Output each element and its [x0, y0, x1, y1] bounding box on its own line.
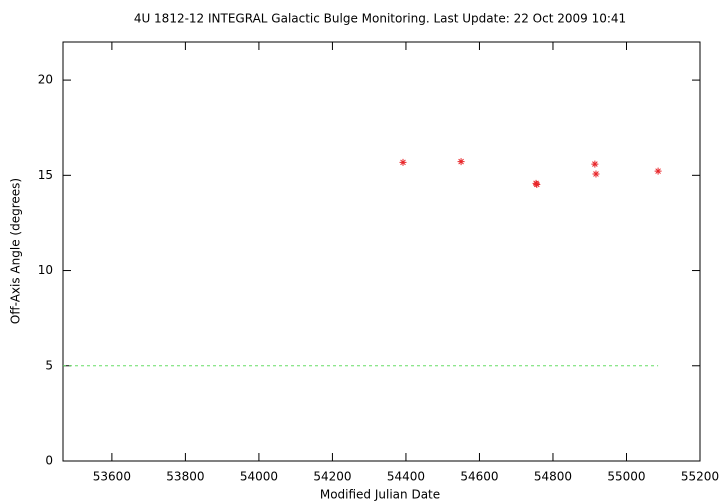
x-tick-label: 54000: [240, 470, 278, 484]
point: [457, 158, 465, 166]
point: [399, 158, 407, 166]
y-tick-label: 0: [45, 454, 53, 468]
y-tick-label: 10: [38, 263, 53, 277]
x-tick-label: 54200: [313, 470, 351, 484]
y-tick-label: 15: [38, 168, 53, 182]
y-axis-label: Off-Axis Angle (degrees): [9, 178, 23, 324]
x-tick-label: 54800: [534, 470, 572, 484]
x-tick-label: 55200: [681, 470, 719, 484]
x-tick-label: 54600: [460, 470, 498, 484]
chart-title: 4U 1812-12 INTEGRAL Galactic Bulge Monit…: [134, 12, 626, 26]
plot-frame: [62, 41, 701, 462]
x-tick-label: 55000: [607, 470, 645, 484]
point: [591, 160, 599, 168]
y-tick-label: 5: [45, 358, 53, 372]
x-axis-label: Modified Julian Date: [320, 488, 440, 502]
point: [533, 180, 541, 188]
x-tick-label: 54400: [387, 470, 425, 484]
x-tick-label: 53600: [93, 470, 131, 484]
point: [654, 167, 662, 175]
point: [592, 170, 600, 178]
x-tick-label: 53800: [166, 470, 204, 484]
y-tick-label: 20: [38, 73, 53, 87]
